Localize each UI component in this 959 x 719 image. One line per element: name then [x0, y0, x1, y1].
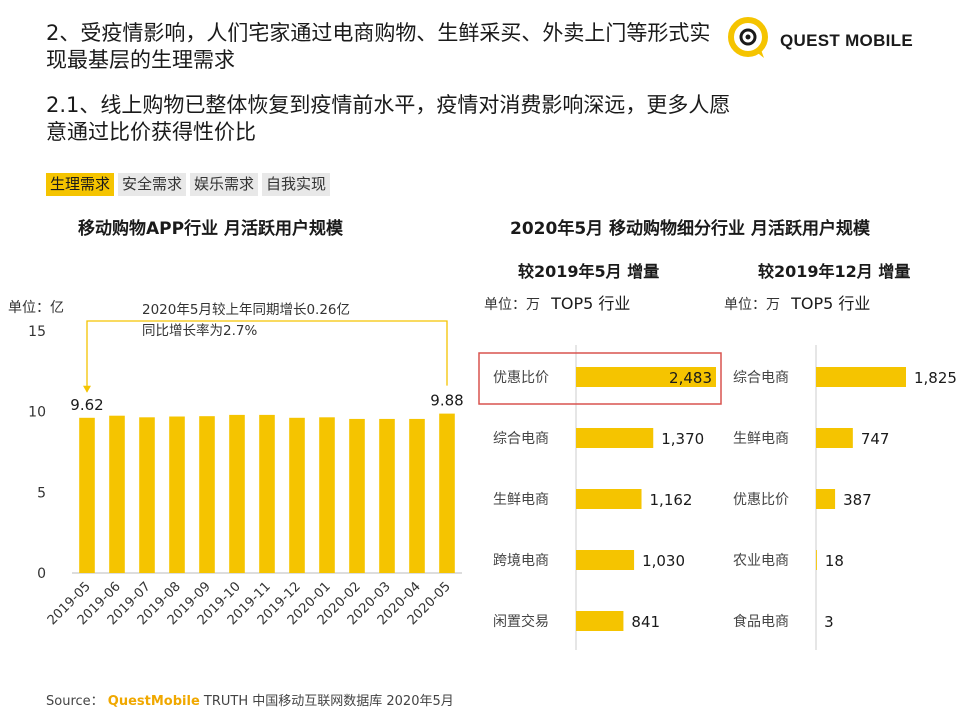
panel-left-bar-优惠比价	[576, 367, 716, 387]
right-left-subtitle: 较2019年5月 增量	[518, 262, 660, 281]
panel-left-category-label: 跨境电商	[493, 553, 549, 569]
bar-2019-08	[169, 416, 185, 573]
bar-2019-05	[79, 417, 95, 573]
bar-2019-06	[109, 415, 125, 573]
source-text: TRUTH 中国移动互联网数据库 2020年5月	[203, 694, 454, 709]
panel-right-bar-生鲜电商	[816, 428, 853, 448]
bar-2020-05	[439, 413, 455, 573]
left-chart-title: 移动购物APP行业 月活跃用户规模	[78, 219, 343, 239]
annotation-bracket	[86, 320, 448, 392]
right-left-unit: 单位：万 TOP5 行业	[484, 290, 630, 314]
right-right-unit: 单位：万 TOP5 行业	[724, 290, 870, 314]
panel-right-bar-农业电商	[816, 550, 817, 570]
left-chart-unit: 单位：亿	[8, 300, 64, 316]
y-tick-label: 10	[28, 405, 46, 421]
right-right-subtitle: 较2019年12月 增量	[758, 262, 911, 281]
panel-left-bar-跨境电商	[576, 550, 635, 570]
unit-label: 单位：万	[724, 297, 780, 313]
y-tick-label: 5	[37, 485, 46, 501]
questmobile-logo: QUEST MOBILE	[724, 14, 924, 62]
panel-left-bar-综合电商	[576, 428, 654, 448]
panel-left-bar-闲置交易	[576, 611, 624, 631]
panel-right-category-label: 生鲜电商	[733, 431, 789, 447]
panel-right-value-label: 1,825	[914, 369, 957, 387]
panel-right-category-label: 优惠比价	[733, 492, 789, 508]
category-tabs: 生理需求 安全需求 娱乐需求 自我实现	[46, 173, 331, 196]
questmobile-logo-icon	[728, 17, 768, 58]
panel-right-category-label: 综合电商	[733, 370, 789, 386]
panel-left-category-label: 优惠比价	[493, 370, 549, 386]
source-brand: QuestMobile	[107, 694, 200, 709]
right-panel-title: 2020年5月 移动购物细分行业 月活跃用户规模	[510, 219, 870, 239]
panel-left-category-label: 生鲜电商	[493, 492, 549, 508]
top5-label: TOP5 行业	[551, 294, 631, 313]
panel-right-category-label: 农业电商	[733, 553, 789, 569]
highlight-box	[478, 352, 722, 405]
tab-physiological-needs[interactable]: 生理需求	[46, 173, 115, 196]
page-heading-2: 2.1、线上购物已整体恢复到疫情前水平，疫情对消费影响深远，更多人愿意通过比价获…	[46, 93, 731, 144]
bar-2019-11	[259, 414, 275, 573]
panel-left-value-label: 1,370	[661, 430, 704, 448]
tab-entertainment-needs[interactable]: 娱乐需求	[190, 173, 259, 196]
annotation-line-1: 2020年5月较上年同期增长0.26亿	[142, 302, 350, 318]
bar-2019-12	[289, 417, 305, 573]
panel-right-value-label: 387	[843, 491, 872, 509]
y-tick-label: 0	[37, 566, 46, 582]
panel-right-value-label: 747	[861, 430, 890, 448]
bar-2020-02	[349, 418, 365, 573]
panel-left-value-label: 841	[631, 613, 660, 631]
bar-2019-07	[139, 417, 155, 573]
bar-value-label: 9.62	[70, 396, 103, 414]
page-heading-1: 2、受疫情影响，人们宅家通过电商购物、生鲜采买、外卖上门等形式实现最基层的生理需…	[46, 21, 711, 72]
panel-left-value-label: 2,483	[669, 369, 712, 387]
tab-safety-needs[interactable]: 安全需求	[118, 173, 187, 196]
panel-right-value-label: 3	[824, 613, 834, 631]
bar-2020-01	[319, 417, 335, 573]
panel-left-value-label: 1,030	[642, 552, 685, 570]
bar-2019-09	[199, 416, 215, 573]
source-line: Source： QuestMobile TRUTH 中国移动互联网数据库 202…	[46, 690, 454, 709]
panel-left-category-label: 综合电商	[493, 431, 549, 447]
panel-left-bar-生鲜电商	[576, 489, 642, 509]
annotation-line-2: 同比增长率为2.7%	[142, 322, 257, 339]
logo-text: QUEST MOBILE	[780, 31, 913, 50]
y-tick-label: 15	[28, 324, 46, 340]
panel-right-value-label: 18	[825, 552, 844, 570]
panel-left-value-label: 1,162	[650, 491, 693, 509]
bar-value-label: 9.88	[430, 392, 463, 410]
bar-2020-03	[379, 418, 395, 573]
bar-2019-10	[229, 414, 245, 573]
panel-right-bar-优惠比价	[816, 489, 836, 509]
panel-left-category-label: 闲置交易	[493, 613, 549, 630]
bar-2020-04	[409, 418, 425, 573]
top5-label: TOP5 行业	[791, 294, 871, 313]
source-prefix: Source：	[46, 694, 104, 709]
panel-right-bar-综合电商	[816, 367, 906, 387]
annotation-arrow-icon	[83, 385, 91, 393]
unit-label: 单位：万	[484, 297, 540, 313]
panel-right-category-label: 食品电商	[733, 613, 789, 630]
tab-self-actualization[interactable]: 自我实现	[262, 173, 331, 196]
